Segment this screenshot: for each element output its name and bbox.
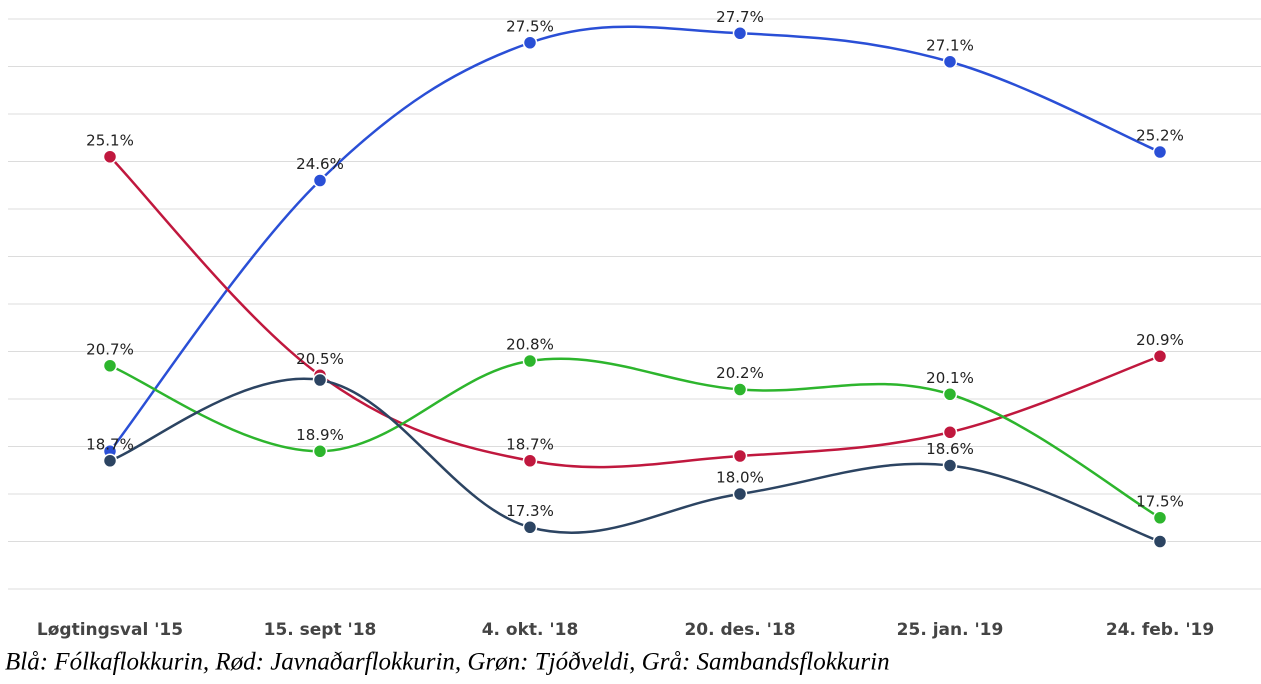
point (522, 35, 538, 50)
point (732, 448, 748, 464)
data-label: 20.8% (506, 336, 554, 354)
x-tick-label: 20. des. '18 (684, 620, 795, 640)
data-label: 18.7% (86, 435, 134, 453)
point (102, 453, 118, 468)
data-label: 20.7% (86, 340, 134, 358)
data-label: 17.3% (506, 502, 554, 520)
point (942, 425, 958, 440)
data-label: 20.9% (1136, 331, 1184, 349)
series-line (109, 25, 1161, 453)
x-tick-label: 24. feb. '19 (1106, 620, 1214, 640)
point (942, 54, 958, 69)
point (522, 453, 538, 468)
series-line (109, 357, 1161, 519)
point (102, 149, 118, 164)
x-tick-label: 4. okt. '18 (482, 620, 579, 640)
point (102, 358, 118, 373)
data-label: 24.6% (296, 155, 344, 173)
point (312, 372, 328, 388)
data-label: 27.5% (506, 17, 554, 35)
point (522, 520, 538, 535)
data-label: 25.1% (86, 131, 134, 149)
x-tick-label: 25. jan. '19 (897, 620, 1004, 640)
point (732, 382, 748, 397)
point (942, 458, 958, 473)
data-label: 27.1% (926, 36, 974, 54)
point (312, 444, 328, 459)
point (1152, 534, 1168, 549)
data-label: 18.6% (926, 440, 974, 458)
point (522, 353, 538, 369)
point (1152, 510, 1168, 525)
data-label: 18.0% (716, 469, 764, 487)
x-tick-label: 15. sept '18 (264, 620, 377, 640)
data-label: 20.1% (926, 369, 974, 387)
data-label: 18.7% (506, 435, 554, 453)
data-label: 18.9% (296, 426, 344, 444)
caption: Blå: Fólkaflokkurin, Rød: Javnaðarflokku… (5, 649, 890, 676)
point (732, 26, 748, 41)
data-label: 17.5% (1136, 492, 1184, 510)
x-tick-label: Løgtingsval '15 (37, 620, 183, 640)
point (732, 486, 748, 502)
series-line (109, 155, 1161, 469)
data-label: 20.2% (716, 364, 764, 382)
data-label: 25.2% (1136, 127, 1184, 145)
point (312, 173, 328, 188)
point (1152, 144, 1168, 160)
series-line (109, 377, 1161, 543)
point (942, 387, 958, 402)
data-label: 20.5% (296, 350, 344, 368)
point (1152, 349, 1168, 364)
data-label: 27.7% (716, 8, 764, 26)
